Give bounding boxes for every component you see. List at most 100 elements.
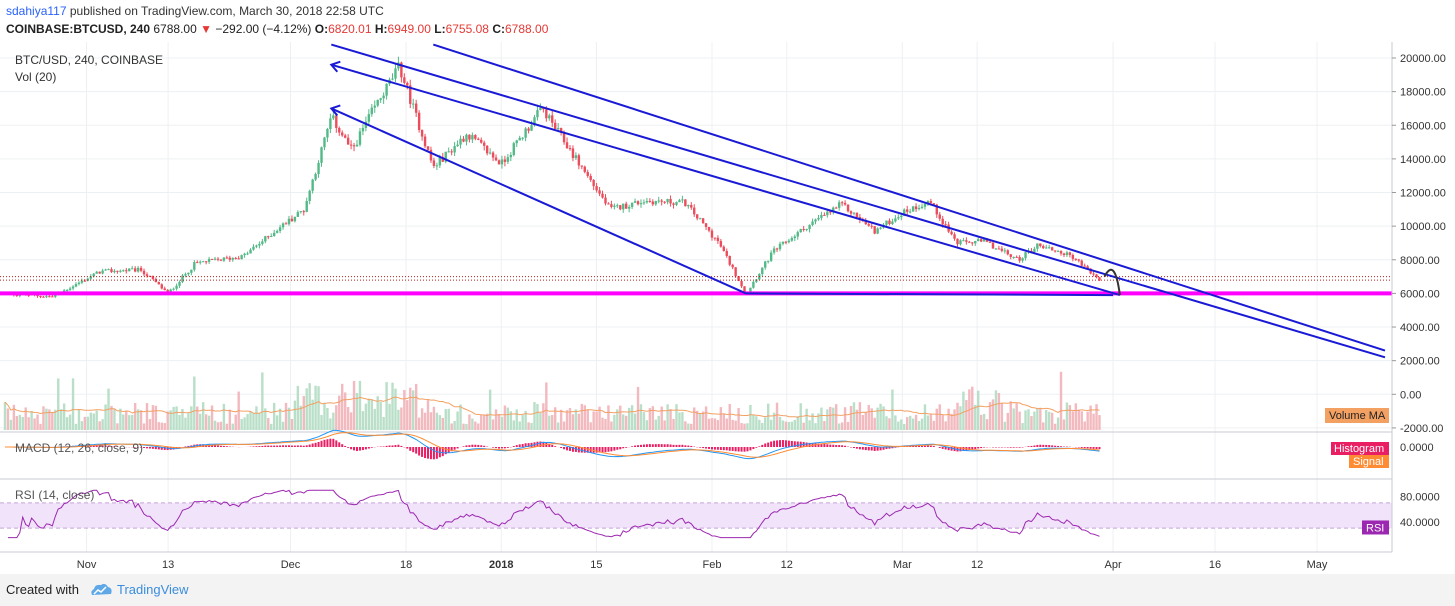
candle-body xyxy=(518,137,521,141)
volume-bar xyxy=(335,405,338,430)
volume-bar xyxy=(125,410,128,430)
volume-bar xyxy=(568,408,572,430)
macd-histogram-bar xyxy=(409,447,412,451)
volume-bar xyxy=(610,421,613,430)
candle-body xyxy=(447,151,450,153)
macd-histogram-bar xyxy=(285,445,288,447)
y-tick-label: 20000.00 xyxy=(1400,53,1446,65)
candle-body xyxy=(1036,243,1039,249)
macd-histogram-bar xyxy=(148,447,151,449)
macd-histogram-bar xyxy=(1045,444,1048,447)
candle-body xyxy=(406,82,409,86)
candle-body xyxy=(536,110,539,118)
macd-histogram-bar xyxy=(708,447,711,449)
candle-body xyxy=(891,221,894,225)
macd-histogram-bar xyxy=(918,445,921,447)
candle-body xyxy=(432,160,436,166)
candle-body xyxy=(1003,250,1007,252)
candle-body xyxy=(169,289,172,293)
candle-body xyxy=(255,245,258,247)
volume-bar xyxy=(219,421,223,430)
candle-body xyxy=(68,288,72,291)
macd-histogram-bar xyxy=(468,445,471,447)
macd-histogram-bar xyxy=(335,440,338,447)
macd-histogram-bar xyxy=(462,446,465,447)
candle-body xyxy=(494,157,498,161)
candle-body xyxy=(903,209,906,216)
candle-body xyxy=(885,220,888,225)
volume-bar xyxy=(601,417,604,430)
volume-bar xyxy=(181,408,184,430)
candle-body xyxy=(429,149,433,161)
candle-body xyxy=(326,129,329,138)
volume-bar xyxy=(678,412,681,430)
macd-histogram-bar xyxy=(548,443,551,447)
candle-body xyxy=(1047,247,1051,249)
volume-bar xyxy=(151,405,155,430)
macd-histogram-bar xyxy=(429,447,432,460)
volume-bar xyxy=(965,400,968,430)
volume-bar xyxy=(39,423,42,430)
candle-body xyxy=(302,211,305,213)
rsi-y-tick: 80.0000 xyxy=(1400,492,1440,504)
candle-body xyxy=(846,204,850,212)
author-name[interactable]: sdahiya117 xyxy=(6,4,67,18)
candle-body xyxy=(749,287,752,292)
volume-bar xyxy=(216,422,220,430)
candle-body xyxy=(391,78,394,80)
macd-histogram-bar xyxy=(725,447,728,451)
candle-body xyxy=(1000,248,1004,251)
macd-histogram-bar xyxy=(320,440,323,447)
macd-histogram-bar xyxy=(1057,445,1060,447)
candle-body xyxy=(530,125,533,131)
volume-bar xyxy=(846,421,850,430)
candle-body xyxy=(636,201,640,205)
macd-histogram-bar xyxy=(787,440,790,447)
candle-body xyxy=(651,201,655,205)
volume-bar xyxy=(642,412,646,430)
volume-bar xyxy=(713,418,717,430)
volume-bar xyxy=(169,410,172,430)
volume-bar xyxy=(403,390,406,430)
tradingview-brand[interactable]: TradingView xyxy=(117,582,189,597)
symbol-label: COINBASE:BTCUSD, 240 xyxy=(6,22,151,36)
candle-body xyxy=(184,274,187,276)
candle-body xyxy=(1033,248,1036,253)
volume-bar xyxy=(18,414,21,430)
candle-body xyxy=(281,223,285,228)
volume-bar xyxy=(994,390,998,430)
macd-histogram-bar xyxy=(563,447,566,450)
candle-body xyxy=(338,127,341,133)
volume-bar xyxy=(417,417,421,430)
volume-bar xyxy=(343,392,347,430)
volume-bar xyxy=(675,404,678,430)
volume-bar xyxy=(556,422,560,430)
macd-histogram-bar xyxy=(252,446,255,447)
volume-bar xyxy=(139,410,143,430)
macd-histogram-bar xyxy=(1077,447,1080,448)
macd-histogram-bar xyxy=(344,445,347,447)
volume-bar xyxy=(258,413,261,430)
volume-bar xyxy=(447,408,450,430)
volume-bar xyxy=(349,412,353,430)
volume-bar xyxy=(796,416,799,430)
volume-bar xyxy=(624,415,628,430)
candle-body xyxy=(645,200,649,203)
candle-body xyxy=(98,271,101,274)
volume-bar xyxy=(864,411,867,430)
open-value: 6820.01 xyxy=(328,22,372,36)
candle-body xyxy=(766,260,770,262)
volume-bar xyxy=(509,411,513,430)
volume-bar xyxy=(914,414,918,430)
candle-body xyxy=(533,117,536,126)
y-tick-label: 2000.00 xyxy=(1400,356,1440,368)
volume-bar xyxy=(1000,403,1004,430)
volume-bar xyxy=(474,421,477,430)
volume-bar xyxy=(178,415,181,430)
candle-body xyxy=(888,220,891,225)
volume-bar xyxy=(142,423,146,430)
macd-histogram-bar xyxy=(1060,446,1063,447)
macd-histogram-bar xyxy=(607,447,610,452)
volume-bar xyxy=(261,372,264,430)
